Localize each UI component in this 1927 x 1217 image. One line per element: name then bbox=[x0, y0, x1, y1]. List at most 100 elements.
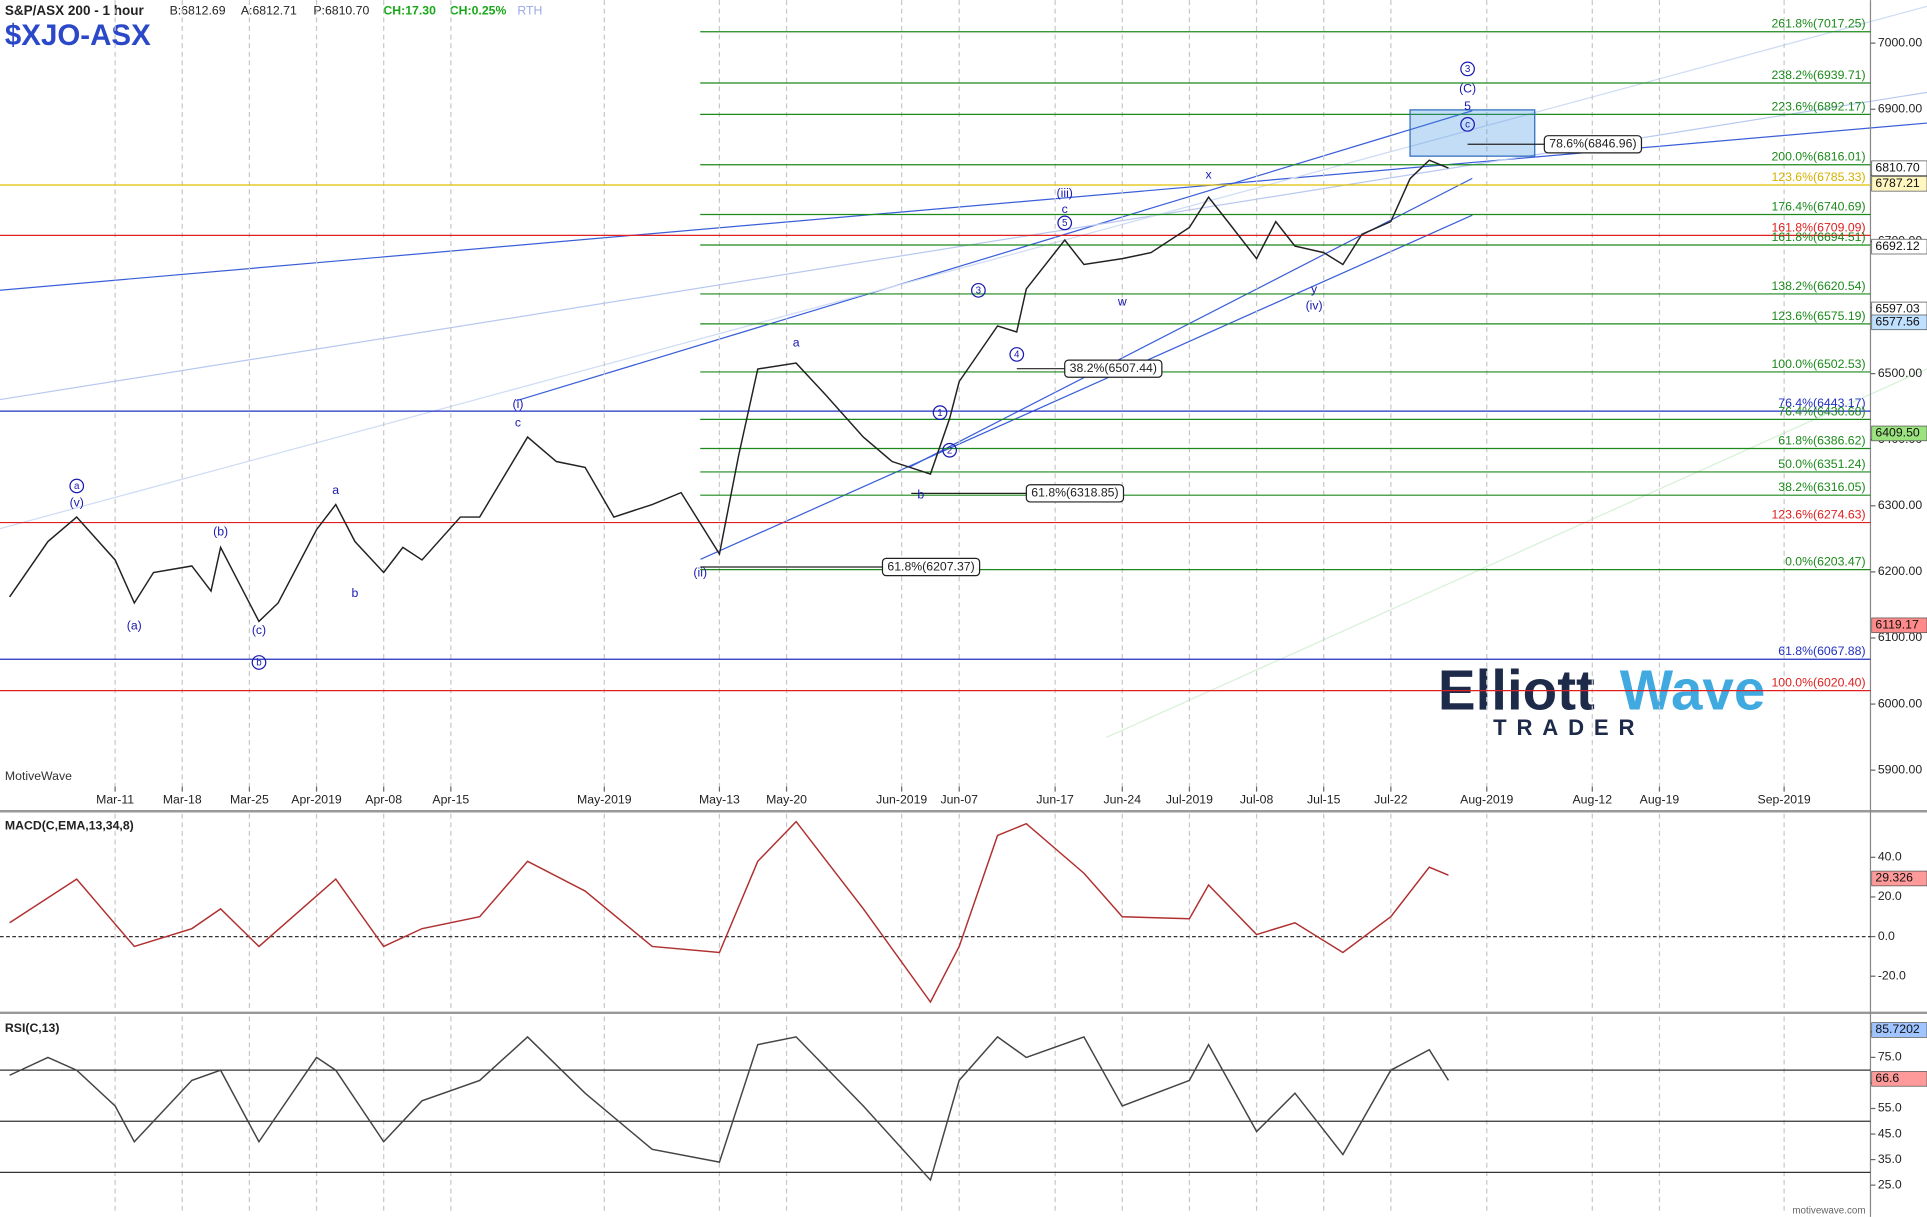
callout-label: 61.8%(6207.37) bbox=[887, 559, 974, 573]
y-tick-label: 45.0 bbox=[1878, 1126, 1902, 1140]
channel-line bbox=[0, 5, 1927, 530]
price-tag-label: 6787.21 bbox=[1875, 176, 1920, 190]
wave-label: 1 bbox=[937, 408, 942, 419]
wave-label: (iii) bbox=[1057, 186, 1073, 200]
wave-label: a bbox=[793, 335, 800, 349]
price-line bbox=[9, 820, 1449, 1004]
wave-circle bbox=[251, 655, 267, 670]
wave-label: c bbox=[1465, 120, 1470, 131]
wave-label: y bbox=[1311, 282, 1318, 296]
site: motivewave.com bbox=[1792, 1205, 1865, 1216]
price-tag-label: 85.7202 bbox=[1875, 1022, 1920, 1036]
fib-level-label: 76.4%(6430.68) bbox=[1778, 404, 1865, 418]
wave-label: (b) bbox=[213, 524, 228, 538]
wave-label: (i) bbox=[513, 397, 524, 411]
wave-label: (c) bbox=[252, 623, 266, 637]
wave-label: a bbox=[332, 483, 339, 497]
price-tag-label: 6597.03 bbox=[1875, 302, 1920, 316]
x-tick-label: Jun-07 bbox=[940, 792, 978, 806]
x-tick-label: Apr-2019 bbox=[291, 792, 342, 806]
wave-label: (C) bbox=[1459, 82, 1476, 96]
fib-level-label: 261.8%(7017.25) bbox=[1771, 17, 1865, 31]
fib-level-label: 223.6%(6892.17) bbox=[1771, 99, 1865, 113]
wave-circle bbox=[1460, 61, 1475, 77]
fib-level-label: 0.0%(6203.47) bbox=[1785, 554, 1865, 568]
x-tick-label: Mar-18 bbox=[163, 792, 202, 806]
x-tick-label: Jun-24 bbox=[1104, 792, 1142, 806]
fib-level-label: 161.8%(6694.51) bbox=[1771, 230, 1865, 244]
fib-level-label: 76.4%(6443.17) bbox=[1778, 396, 1865, 410]
fib-level-label: 176.4%(6740.69) bbox=[1771, 199, 1865, 213]
price-line bbox=[8, 159, 1449, 623]
fib-level-label: 200.0%(6816.01) bbox=[1771, 150, 1865, 164]
x-tick-label: Jun-2019 bbox=[876, 792, 927, 806]
price-tag-label: 6810.70 bbox=[1875, 160, 1920, 174]
x-tick-label: May-2019 bbox=[577, 792, 632, 806]
wave-circle bbox=[1460, 117, 1475, 132]
y-tick-label: 6200.00 bbox=[1878, 564, 1923, 578]
symbol: $XJO-ASX bbox=[5, 19, 151, 52]
logo: Elliott Wave TRADER bbox=[1438, 658, 1765, 739]
price-tag-label: 6409.50 bbox=[1875, 426, 1920, 440]
x-tick-label: Aug-12 bbox=[1573, 792, 1613, 806]
x-tick-label: Mar-11 bbox=[96, 792, 134, 806]
channel-line bbox=[1105, 368, 1927, 739]
callout-box bbox=[881, 557, 981, 577]
y-tick-label: 20.0 bbox=[1878, 889, 1902, 903]
x-tick-label: Sep-2019 bbox=[1758, 792, 1811, 806]
wave-label: 3 bbox=[976, 286, 982, 297]
fib-level-label: 123.6%(6274.63) bbox=[1771, 507, 1865, 521]
x-tick-label: Jul-22 bbox=[1374, 792, 1408, 806]
fib-level-label: 100.0%(6502.53) bbox=[1771, 357, 1865, 371]
wave-label: c bbox=[1062, 202, 1068, 216]
x-tick-label: May-20 bbox=[766, 792, 807, 806]
wave-label: (a) bbox=[127, 618, 142, 632]
price-tag-label: 6692.12 bbox=[1875, 239, 1920, 253]
x-tick-label: Jul-08 bbox=[1240, 792, 1274, 806]
fib-level-label: 123.6%(6785.33) bbox=[1771, 170, 1865, 184]
wave-label: 3 bbox=[1465, 64, 1471, 75]
x-tick-label: Jun-17 bbox=[1036, 792, 1074, 806]
y-tick-label: 25.0 bbox=[1878, 1177, 1902, 1191]
y-tick-label: 7000.00 bbox=[1878, 35, 1923, 49]
y-tick-label: 6100.00 bbox=[1878, 630, 1923, 644]
price-tag-label: 6577.56 bbox=[1875, 315, 1920, 329]
wave-label: 4 bbox=[1014, 350, 1020, 361]
x-tick-label: Aug-2019 bbox=[1460, 792, 1513, 806]
x-tick-label: Jul-2019 bbox=[1166, 792, 1213, 806]
price-tag-label: 29.326 bbox=[1875, 871, 1913, 885]
wave-label: a bbox=[74, 481, 80, 492]
callout-box bbox=[1025, 484, 1125, 503]
wave-circle bbox=[1009, 347, 1025, 362]
wave-circle bbox=[942, 442, 957, 458]
channel-line bbox=[700, 214, 1473, 560]
x-tick-label: Jul-15 bbox=[1307, 792, 1341, 806]
wave-circle bbox=[932, 405, 948, 420]
y-tick-label: 6000.00 bbox=[1878, 696, 1923, 710]
callout-label: 38.2%(6507.44) bbox=[1070, 361, 1157, 375]
y-tick-label: 0.0 bbox=[1878, 929, 1895, 943]
header: S&P/ASX 200 - 1 hour B:6812.69 A:6812.71… bbox=[5, 3, 542, 52]
price-tag-label: 66.6 bbox=[1875, 1071, 1899, 1085]
y-tick-label: 75.0 bbox=[1878, 1050, 1902, 1064]
wave-label: x bbox=[1206, 168, 1212, 182]
wave-circle bbox=[69, 478, 85, 494]
x-tick-label: May-13 bbox=[699, 792, 740, 806]
y-tick-label: 6500.00 bbox=[1878, 366, 1923, 380]
price-line bbox=[9, 1035, 1450, 1182]
fib-level-label: 61.8%(6386.62) bbox=[1778, 433, 1865, 447]
x-tick-label: Mar-25 bbox=[230, 792, 269, 806]
brand: MotiveWave bbox=[5, 769, 72, 783]
fib-level-label: 238.2%(6939.71) bbox=[1771, 68, 1865, 82]
wave-label: (ii) bbox=[693, 565, 707, 579]
fib-level-label: 100.0%(6020.40) bbox=[1771, 675, 1865, 689]
logo-text: Wave bbox=[1620, 658, 1766, 721]
fib-level-label: 161.8%(6709.09) bbox=[1771, 220, 1865, 234]
x-tick-label: Apr-08 bbox=[365, 792, 402, 806]
callout-box bbox=[1543, 135, 1643, 154]
callout-label: 78.6%(6846.96) bbox=[1549, 137, 1636, 151]
change: CH:17.30 bbox=[383, 3, 436, 17]
callout-label: 61.8%(6318.85) bbox=[1031, 486, 1118, 500]
